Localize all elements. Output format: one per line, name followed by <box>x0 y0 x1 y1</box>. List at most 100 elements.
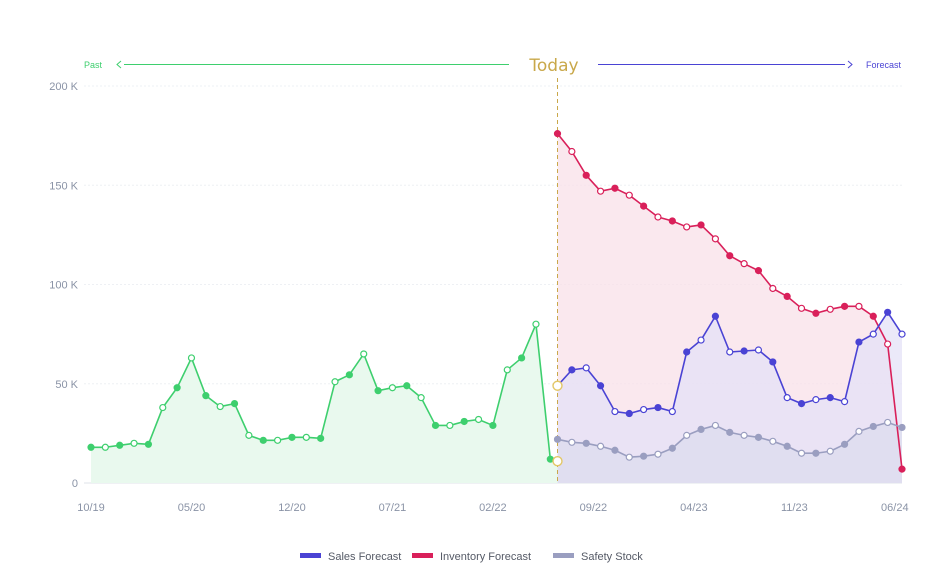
data-point[interactable] <box>518 354 526 362</box>
data-point[interactable] <box>840 440 849 448</box>
data-point[interactable] <box>553 435 562 443</box>
data-point[interactable] <box>797 449 806 457</box>
data-point[interactable] <box>754 433 763 441</box>
data-point[interactable] <box>302 433 310 441</box>
data-point[interactable] <box>855 338 863 346</box>
data-point[interactable] <box>826 394 834 402</box>
data-point[interactable] <box>769 358 777 366</box>
data-point[interactable] <box>697 425 705 433</box>
data-point[interactable] <box>726 252 734 260</box>
data-point[interactable] <box>740 260 748 268</box>
data-point[interactable] <box>611 184 619 192</box>
data-point[interactable] <box>898 423 906 432</box>
data-point[interactable] <box>388 384 397 392</box>
data-point[interactable] <box>87 443 95 451</box>
data-point[interactable] <box>625 409 633 418</box>
data-point[interactable] <box>683 431 691 439</box>
data-point[interactable] <box>503 366 511 374</box>
data-point[interactable] <box>769 437 777 445</box>
data-point[interactable] <box>697 336 705 344</box>
data-point[interactable] <box>797 400 806 408</box>
data-point[interactable] <box>855 302 863 310</box>
data-point[interactable] <box>812 309 820 317</box>
data-point[interactable] <box>726 428 734 436</box>
data-point[interactable] <box>769 284 777 293</box>
data-point[interactable] <box>884 308 892 316</box>
data-point[interactable] <box>317 434 325 442</box>
legend-item-safety-stock[interactable]: Safety Stock <box>553 551 643 563</box>
data-point[interactable] <box>553 130 562 138</box>
data-point[interactable] <box>374 387 382 395</box>
data-point[interactable] <box>216 402 224 411</box>
data-point[interactable] <box>826 447 834 455</box>
data-point[interactable] <box>159 403 167 412</box>
data-point[interactable] <box>640 452 648 460</box>
data-point[interactable] <box>259 436 267 444</box>
data-point[interactable] <box>640 405 648 414</box>
data-point[interactable] <box>797 304 806 312</box>
legend-item-inventory-forecast[interactable]: Inventory Forecast <box>412 551 531 563</box>
data-point[interactable] <box>898 330 906 338</box>
data-point[interactable] <box>668 444 676 452</box>
data-point[interactable] <box>668 407 676 416</box>
data-point[interactable] <box>869 312 877 320</box>
data-point[interactable] <box>245 431 253 439</box>
data-point[interactable] <box>568 366 576 374</box>
data-point[interactable] <box>654 403 662 412</box>
data-point[interactable] <box>582 439 590 447</box>
data-point[interactable] <box>640 202 648 210</box>
data-point[interactable] <box>130 439 138 447</box>
data-point[interactable] <box>711 421 720 430</box>
data-point[interactable] <box>202 392 210 400</box>
data-point[interactable] <box>446 421 454 430</box>
data-point[interactable] <box>726 348 734 356</box>
data-point[interactable] <box>173 384 181 392</box>
data-point[interactable] <box>754 346 763 354</box>
data-point[interactable] <box>740 431 748 439</box>
data-point[interactable] <box>898 465 906 473</box>
data-point[interactable] <box>884 340 892 348</box>
data-point[interactable] <box>116 441 124 449</box>
legend-item-sales-forecast[interactable]: Sales Forecast <box>300 551 401 563</box>
data-point[interactable] <box>826 305 834 313</box>
data-point[interactable] <box>783 394 791 402</box>
data-point[interactable] <box>625 453 633 461</box>
data-point[interactable] <box>403 382 411 390</box>
data-point[interactable] <box>582 364 590 372</box>
data-point[interactable] <box>288 433 296 441</box>
data-point[interactable] <box>869 330 877 338</box>
data-point[interactable] <box>840 302 849 310</box>
data-point[interactable] <box>783 442 791 450</box>
data-point[interactable] <box>101 443 109 451</box>
data-point[interactable] <box>711 312 720 320</box>
data-point[interactable] <box>489 421 497 430</box>
data-point[interactable] <box>230 400 239 408</box>
data-point[interactable] <box>668 217 676 225</box>
today-point[interactable] <box>552 455 563 467</box>
data-point[interactable] <box>596 187 605 195</box>
data-point[interactable] <box>345 371 353 379</box>
data-point[interactable] <box>683 223 691 231</box>
data-point[interactable] <box>855 427 863 435</box>
data-point[interactable] <box>596 382 605 390</box>
data-point[interactable] <box>812 396 820 404</box>
data-point[interactable] <box>783 292 791 301</box>
data-point[interactable] <box>532 320 540 328</box>
data-point[interactable] <box>740 347 748 355</box>
data-point[interactable] <box>582 171 590 179</box>
data-point[interactable] <box>697 221 705 229</box>
data-point[interactable] <box>331 378 339 386</box>
data-point[interactable] <box>568 438 576 446</box>
data-point[interactable] <box>274 436 282 444</box>
data-point[interactable] <box>360 350 368 358</box>
data-point[interactable] <box>711 235 720 243</box>
data-point[interactable] <box>596 442 605 450</box>
data-point[interactable] <box>654 450 662 458</box>
data-point[interactable] <box>884 418 892 427</box>
data-point[interactable] <box>417 394 425 402</box>
data-point[interactable] <box>187 354 196 362</box>
data-point[interactable] <box>144 440 153 448</box>
data-point[interactable] <box>625 191 633 199</box>
data-point[interactable] <box>431 421 440 430</box>
data-point[interactable] <box>568 147 576 156</box>
